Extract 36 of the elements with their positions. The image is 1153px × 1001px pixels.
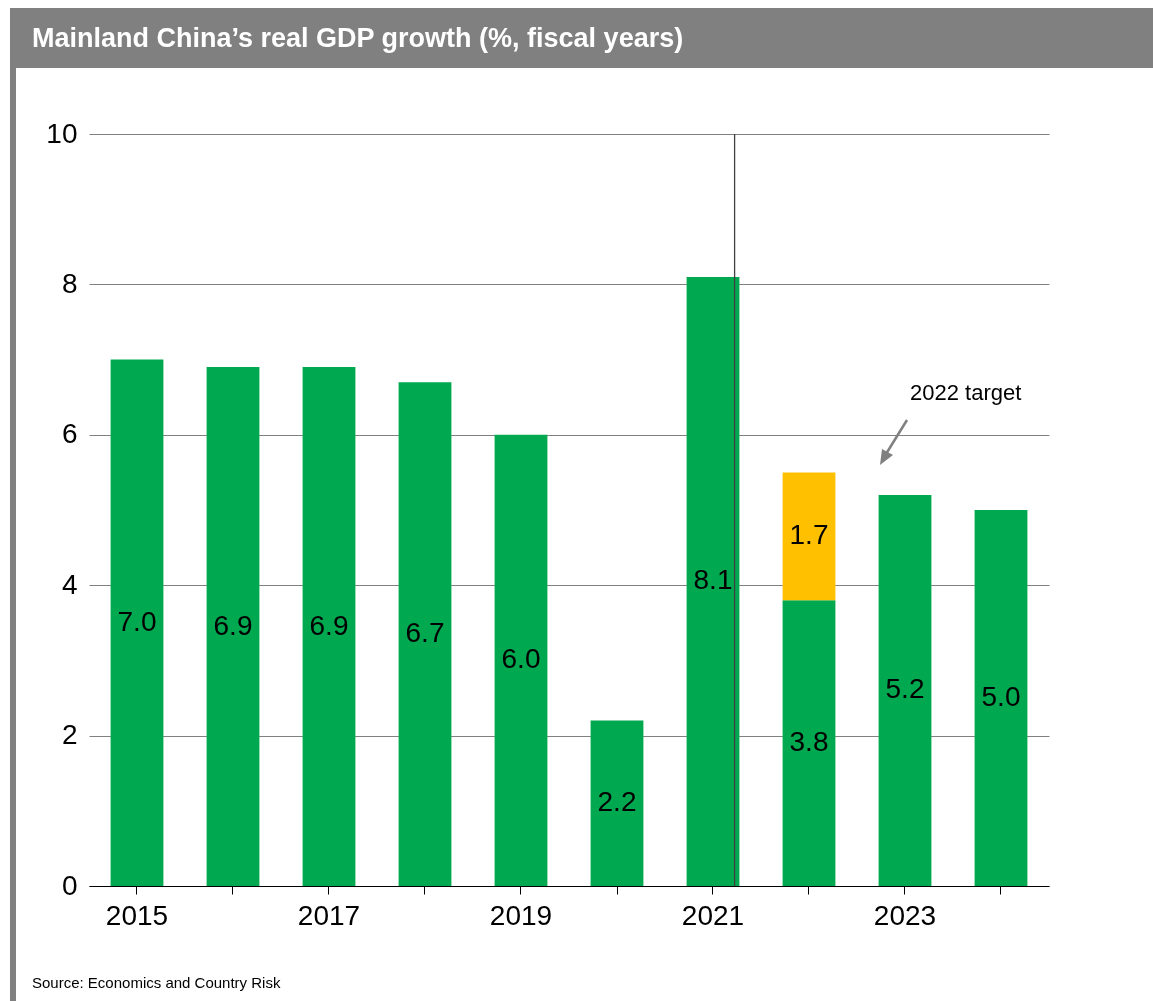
data-label: 6.9: [309, 609, 349, 641]
x-tick-label: 2023: [873, 899, 937, 931]
y-tick-label: 10: [46, 117, 78, 149]
data-label: 7.0: [117, 605, 157, 637]
data-label: 6.9: [213, 609, 253, 641]
x-tick-label: 2015: [105, 899, 169, 931]
bar: [398, 382, 452, 886]
bar: [590, 720, 644, 886]
y-tick-label: 6: [61, 418, 78, 450]
bar: [686, 276, 740, 886]
bar: [494, 434, 548, 886]
y-tick-label: 0: [61, 869, 78, 901]
chart-title: Mainland China’s real GDP growth (%, fiscal years): [10, 8, 1153, 68]
bar: [782, 472, 836, 601]
data-label: 6.7: [405, 617, 445, 649]
data-label: 6.0: [501, 643, 541, 675]
annotation: 2022 target: [910, 380, 1022, 406]
data-label: 2.2: [597, 786, 637, 818]
data-label: 8.1: [693, 564, 733, 596]
data-label: 5.0: [981, 681, 1021, 712]
y-tick-label: 8: [61, 267, 78, 299]
bar: [878, 494, 932, 886]
y-tick-label: 4: [61, 568, 78, 600]
x-tick-label: 2021: [681, 899, 745, 931]
bar: [782, 600, 836, 886]
data-label: 3.8: [789, 726, 829, 758]
bar: [974, 510, 1028, 886]
bar: [206, 367, 260, 886]
source-note: Source: Economics and Country Risk: [32, 974, 281, 991]
bar: [110, 359, 164, 886]
y-tick-label: 2: [61, 719, 78, 751]
x-tick-label: 2017: [297, 899, 361, 931]
x-tick-label: 2019: [489, 899, 553, 931]
data-label: 5.2: [885, 673, 925, 705]
bar: [302, 367, 356, 886]
data-label: 1.7: [789, 519, 829, 551]
